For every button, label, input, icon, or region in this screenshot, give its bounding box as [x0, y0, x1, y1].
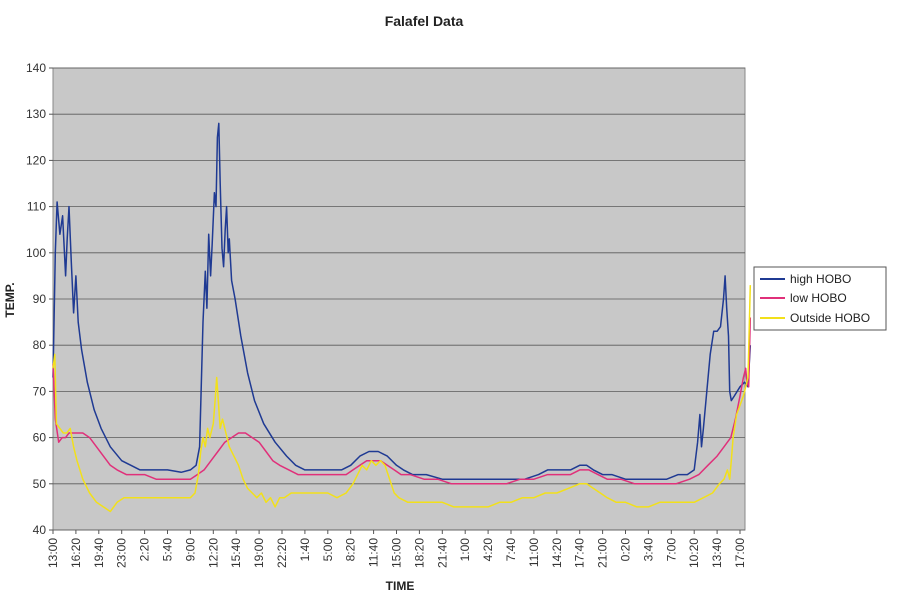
- legend-label-outside-hobo: Outside HOBO: [790, 311, 870, 325]
- y-axis-tick-labels: 40 50 60 70 80 90 100 110 120 130 140: [26, 61, 46, 537]
- x-tick-label: 17:40: [573, 538, 587, 568]
- y-tick-label: 100: [26, 246, 46, 260]
- x-tick-label: 19:00: [252, 538, 266, 568]
- x-tick-label: 11:40: [367, 538, 381, 567]
- x-tick-label: 1:00: [458, 538, 472, 562]
- x-tick-label: 8:20: [344, 538, 358, 562]
- x-tick-label: 22:20: [275, 538, 289, 568]
- x-tick-label: 21:00: [596, 538, 610, 568]
- x-tick-label: 3:40: [641, 538, 655, 562]
- x-tick-label: 15:00: [390, 538, 404, 568]
- x-tick-label: 13:40: [710, 538, 724, 568]
- y-tick-label: 90: [33, 292, 47, 306]
- y-tick-label: 80: [33, 338, 47, 352]
- y-tick-label: 50: [33, 477, 47, 491]
- y-tick-label: 140: [26, 61, 46, 75]
- x-tick-label: 21:40: [435, 538, 449, 568]
- series-line-outside-hobo: [52, 285, 752, 513]
- y-gridlines: [49, 67, 745, 531]
- y-tick-label: 130: [26, 107, 46, 121]
- x-tick-label: 12:20: [206, 538, 220, 568]
- y-tick-label: 120: [26, 153, 46, 167]
- x-tick-label: 7:40: [504, 538, 518, 562]
- series-line-low-hobo: [52, 317, 752, 485]
- x-tick-label: 0:20: [619, 538, 633, 562]
- x-axis-tick-labels: 13:00 16:20 19:40 23:00 2:20 5:40 9:00 12:20 15:…: [46, 530, 747, 568]
- x-tick-label: 9:00: [183, 538, 197, 562]
- chart-title: Falafel Data: [385, 13, 464, 29]
- x-tick-label: 5:00: [321, 538, 335, 562]
- x-tick-label: 2:20: [138, 538, 152, 562]
- x-tick-label: 13:00: [46, 538, 60, 568]
- x-axis-title: TIME: [386, 579, 415, 593]
- x-tick-label: 19:40: [92, 538, 106, 568]
- x-tick-label: 10:20: [687, 538, 701, 568]
- x-tick-label: 1:40: [298, 538, 312, 562]
- y-tick-label: 60: [33, 431, 47, 445]
- x-tick-label: 14:20: [550, 538, 564, 568]
- legend-label-high-hobo: high HOBO: [790, 272, 851, 286]
- x-tick-label: 4:20: [481, 538, 495, 562]
- x-tick-label: 15:40: [229, 538, 243, 568]
- x-tick-label: 5:40: [161, 538, 175, 562]
- y-tick-label: 110: [27, 200, 46, 214]
- x-tick-label: 18:20: [412, 538, 426, 568]
- y-tick-label: 70: [33, 384, 47, 398]
- y-tick-label: 40: [33, 523, 47, 537]
- legend-label-low-hobo: low HOBO: [790, 291, 847, 305]
- x-tick-label: 16:20: [69, 538, 83, 568]
- legend: high HOBO low HOBO Outside HOBO: [753, 266, 887, 331]
- x-tick-label: 7:00: [664, 538, 678, 562]
- x-tick-label: 11:00: [527, 538, 541, 567]
- series-lines: [52, 122, 752, 513]
- x-tick-label: 17:00: [733, 538, 747, 568]
- y-axis-title: TEMP.: [3, 282, 17, 317]
- x-tick-label: 23:00: [115, 538, 129, 568]
- series-line-high-hobo: [52, 122, 752, 480]
